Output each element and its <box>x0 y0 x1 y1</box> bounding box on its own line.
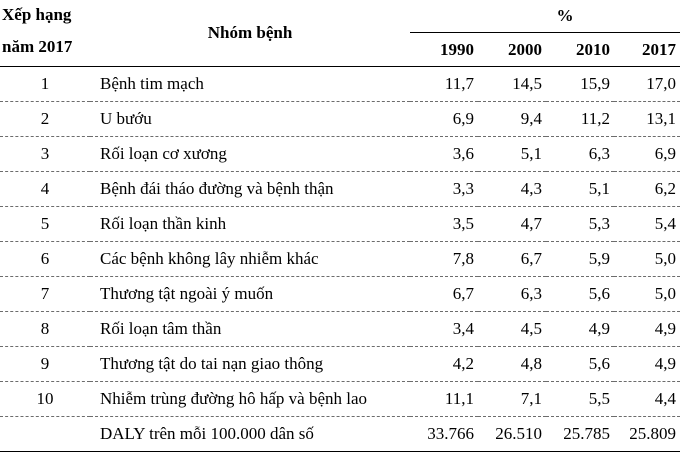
value-cell: 9,4 <box>478 101 546 137</box>
value-cell: 5,4 <box>614 206 680 242</box>
rank-cell: 5 <box>0 206 90 242</box>
rank-cell: 7 <box>0 276 90 312</box>
rank-cell: 6 <box>0 241 90 277</box>
value-cell: 6,9 <box>614 136 680 172</box>
total-value-cell: 25.809 <box>614 416 680 452</box>
value-cell: 4,9 <box>614 311 680 347</box>
value-cell: 5,1 <box>546 171 614 207</box>
value-cell: 11,1 <box>410 381 478 417</box>
total-value-cell: 26.510 <box>478 416 546 452</box>
value-cell: 3,4 <box>410 311 478 347</box>
table-row: 2 U bướu 6,9 9,4 11,2 13,1 <box>0 101 680 137</box>
value-cell: 5,1 <box>478 136 546 172</box>
rank-cell: 1 <box>0 66 90 102</box>
value-cell: 3,5 <box>410 206 478 242</box>
table-row: 6 Các bệnh không lây nhiễm khác 7,8 6,7 … <box>0 241 680 277</box>
value-cell: 6,7 <box>410 276 478 312</box>
value-cell: 6,9 <box>410 101 478 137</box>
total-value-cell: 25.785 <box>546 416 614 452</box>
value-cell: 4,7 <box>478 206 546 242</box>
group-cell: Nhiễm trùng đường hô hấp và bệnh lao <box>90 381 410 417</box>
value-cell: 5,9 <box>546 241 614 277</box>
value-cell: 4,5 <box>478 311 546 347</box>
year-header: 2017 <box>614 32 680 67</box>
group-cell: Các bệnh không lây nhiễm khác <box>90 241 410 277</box>
table-row: 3 Rối loạn cơ xương 3,6 5,1 6,3 6,9 <box>0 136 680 172</box>
value-cell: 6,3 <box>478 276 546 312</box>
group-cell: Thương tật do tai nạn giao thông <box>90 346 410 382</box>
value-cell: 14,5 <box>478 66 546 102</box>
value-cell: 4,2 <box>410 346 478 382</box>
table-row: 5 Rối loạn thần kinh 3,5 4,7 5,3 5,4 <box>0 206 680 242</box>
value-cell: 5,6 <box>546 346 614 382</box>
value-cell: 6,2 <box>614 171 680 207</box>
rank-cell: 3 <box>0 136 90 172</box>
year-header: 2000 <box>478 32 546 67</box>
table-row: 1 Bệnh tim mạch 11,7 14,5 15,9 17,0 <box>0 66 680 102</box>
group-cell: Rối loạn thần kinh <box>90 206 410 242</box>
total-row: DALY trên mỗi 100.000 dân số 33.766 26.5… <box>0 416 680 452</box>
rank-header: Xếp hạng năm 2017 <box>0 0 90 67</box>
value-cell: 4,8 <box>478 346 546 382</box>
value-cell: 11,2 <box>546 101 614 137</box>
rank-header-line2: năm 2017 <box>2 37 73 56</box>
table-row: 10 Nhiễm trùng đường hô hấp và bệnh lao … <box>0 381 680 417</box>
rank-cell: 9 <box>0 346 90 382</box>
rank-cell: 2 <box>0 101 90 137</box>
value-cell: 6,3 <box>546 136 614 172</box>
rank-header-line1: Xếp hạng <box>2 5 72 24</box>
group-cell: Bệnh đái tháo đường và bệnh thận <box>90 171 410 207</box>
rank-cell: 4 <box>0 171 90 207</box>
rank-cell: 8 <box>0 311 90 347</box>
value-cell: 5,0 <box>614 276 680 312</box>
group-cell: Rối loạn tâm thần <box>90 311 410 347</box>
value-cell: 3,3 <box>410 171 478 207</box>
value-cell: 4,9 <box>614 346 680 382</box>
total-value-cell: 33.766 <box>410 416 478 452</box>
value-cell: 7,8 <box>410 241 478 277</box>
value-cell: 7,1 <box>478 381 546 417</box>
value-cell: 5,5 <box>546 381 614 417</box>
group-cell: Thương tật ngoài ý muốn <box>90 276 410 312</box>
total-rank-cell <box>0 416 90 452</box>
header-row-years: 1990 2000 2010 2017 <box>0 32 680 67</box>
percent-header: % <box>556 6 574 25</box>
value-cell: 4,9 <box>546 311 614 347</box>
table-row: 7 Thương tật ngoài ý muốn 6,7 6,3 5,6 5,… <box>0 276 680 312</box>
table-row: 8 Rối loạn tâm thần 3,4 4,5 4,9 4,9 <box>0 311 680 347</box>
group-header: Nhóm bệnh <box>207 23 293 42</box>
value-cell: 11,7 <box>410 66 478 102</box>
table-row: 9 Thương tật do tai nạn giao thông 4,2 4… <box>0 346 680 382</box>
value-cell: 4,3 <box>478 171 546 207</box>
value-cell: 5,6 <box>546 276 614 312</box>
value-cell: 13,1 <box>614 101 680 137</box>
value-cell: 17,0 <box>614 66 680 102</box>
value-cell: 4,4 <box>614 381 680 417</box>
group-cell: U bướu <box>90 101 410 137</box>
header-row-top: Xếp hạng năm 2017 Nhóm bệnh % <box>0 0 680 56</box>
rank-cell: 10 <box>0 381 90 417</box>
value-cell: 15,9 <box>546 66 614 102</box>
group-cell: Rối loạn cơ xương <box>90 136 410 172</box>
value-cell: 5,3 <box>546 206 614 242</box>
total-label: DALY trên mỗi 100.000 dân số <box>90 416 410 452</box>
value-cell: 5,0 <box>614 241 680 277</box>
value-cell: 6,7 <box>478 241 546 277</box>
group-cell: Bệnh tim mạch <box>90 66 410 102</box>
table-row: 4 Bệnh đái tháo đường và bệnh thận 3,3 4… <box>0 171 680 207</box>
year-header: 1990 <box>410 32 478 67</box>
value-cell: 3,6 <box>410 136 478 172</box>
year-header: 2010 <box>546 32 614 67</box>
